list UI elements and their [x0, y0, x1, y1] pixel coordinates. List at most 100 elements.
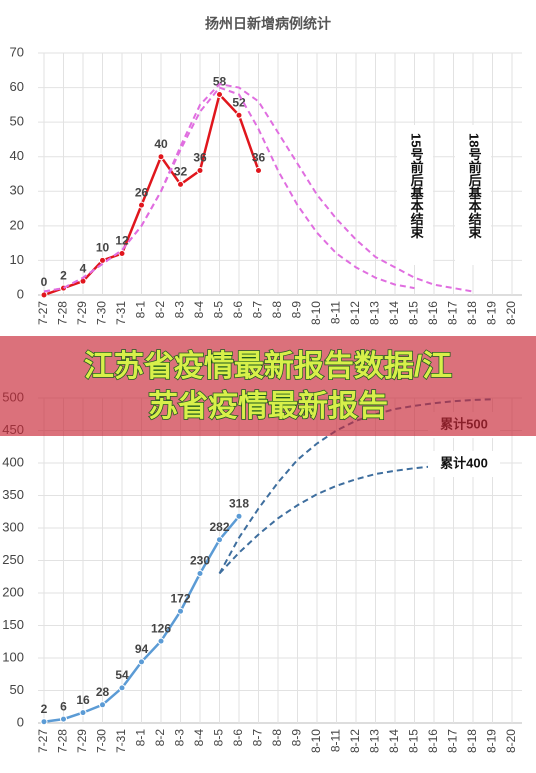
data-point [157, 637, 165, 645]
annotation: 18号前后基本结束 [467, 133, 483, 240]
data-label: 52 [232, 95, 246, 109]
data-point [196, 167, 204, 175]
projection-line [218, 465, 435, 575]
data-point [99, 256, 106, 264]
annotation: 累计400 [440, 455, 488, 470]
x-tick-label: 7-27 [36, 301, 50, 325]
x-tick-label: 8-14 [387, 301, 401, 325]
x-tick-label: 8-2 [153, 301, 167, 319]
chart-title: 扬州日新增病例统计 [205, 16, 331, 32]
data-point [157, 153, 165, 161]
data-label: 172 [170, 591, 190, 605]
data-label: 28 [96, 685, 110, 699]
data-point [138, 658, 145, 666]
x-tick-label: 8-10 [309, 301, 323, 325]
data-label: 2 [60, 268, 67, 282]
x-tick-label: 8-10 [309, 729, 323, 753]
y-tick-label: 200 [2, 584, 24, 599]
x-tick-label: 8-1 [134, 729, 148, 747]
y-tick-label: 50 [10, 114, 24, 129]
x-tick-label: 8-19 [485, 729, 499, 753]
projection-line [43, 83, 474, 293]
x-tick-label: 8-20 [504, 729, 518, 753]
x-tick-label: 8-9 [290, 301, 304, 319]
data-label: 230 [190, 554, 210, 568]
data-label: 318 [229, 496, 249, 510]
y-tick-label: 20 [10, 217, 24, 232]
x-tick-label: 8-18 [465, 729, 479, 753]
data-label: 94 [135, 642, 149, 656]
x-tick-label: 8-16 [426, 301, 440, 325]
data-point [99, 701, 106, 709]
data-label: 12 [115, 234, 129, 248]
x-tick-label: 8-11 [329, 301, 343, 324]
annotation-box [428, 451, 500, 477]
x-tick-label: 7-27 [36, 729, 50, 753]
x-tick-label: 8-1 [134, 301, 148, 319]
x-tick-label: 8-17 [446, 301, 460, 325]
x-tick-label: 8-7 [251, 301, 265, 319]
y-tick-label: 10 [10, 252, 24, 267]
x-tick-label: 8-20 [504, 301, 518, 325]
x-tick-label: 8-7 [251, 729, 265, 747]
data-label: 36 [193, 151, 207, 165]
x-tick-label: 8-6 [231, 301, 245, 319]
y-tick-label: 300 [2, 519, 24, 534]
x-tick-label: 8-6 [231, 729, 245, 747]
y-tick-label: 30 [10, 183, 24, 198]
x-tick-label: 7-28 [56, 301, 70, 325]
data-point [196, 570, 204, 577]
x-tick-label: 8-15 [407, 301, 421, 325]
x-tick-label: 8-3 [173, 729, 187, 747]
x-tick-label: 7-29 [75, 729, 89, 753]
data-label: 0 [41, 275, 48, 289]
y-tick-label: 40 [10, 148, 24, 163]
data-point [235, 512, 243, 520]
y-tick-label: 0 [17, 286, 24, 301]
annotation-box [397, 125, 433, 265]
x-tick-label: 8-16 [426, 729, 440, 753]
data-point [235, 111, 243, 119]
x-tick-label: 7-30 [95, 729, 109, 753]
x-tick-label: 8-18 [465, 301, 479, 325]
x-tick-label: 8-13 [368, 729, 382, 753]
y-tick-label: 350 [2, 487, 24, 502]
data-label: 4 [80, 261, 87, 275]
data-label: 32 [174, 165, 188, 179]
data-point [216, 536, 223, 544]
data-point [255, 167, 262, 175]
data-point [40, 718, 48, 726]
x-tick-label: 8-17 [446, 729, 460, 753]
x-tick-label: 7-30 [95, 301, 109, 325]
data-label: 58 [213, 75, 227, 89]
y-tick-label: 250 [2, 552, 24, 567]
y-tick-label: 400 [2, 454, 24, 469]
annotation-box [455, 125, 491, 265]
x-tick-label: 8-9 [290, 729, 304, 747]
data-point [79, 277, 87, 285]
x-tick-label: 8-13 [368, 301, 382, 325]
annotation: 15号前后基本结束 [409, 133, 425, 240]
y-tick-label: 60 [10, 79, 24, 94]
y-tick-label: 150 [2, 617, 24, 632]
x-tick-label: 8-4 [192, 301, 206, 319]
x-tick-label: 8-14 [387, 729, 401, 753]
banner-text: 苏省疫情最新报告 [148, 389, 388, 423]
x-tick-label: 8-2 [153, 729, 167, 747]
data-label: 126 [151, 621, 171, 635]
banner-text: 江苏省疫情最新报告数据/江 [84, 349, 452, 383]
data-point [177, 180, 184, 188]
x-tick-label: 7-31 [114, 301, 128, 325]
data-label: 282 [209, 520, 229, 534]
x-tick-label: 8-3 [173, 301, 187, 319]
data-point [118, 684, 126, 692]
data-label: 10 [96, 241, 110, 255]
y-tick-label: 50 [10, 682, 24, 697]
data-label: 36 [252, 151, 266, 165]
data-point [40, 291, 48, 299]
banner [0, 336, 536, 436]
x-tick-label: 8-12 [348, 729, 362, 753]
data-point [177, 607, 184, 615]
y-tick-label: 0 [17, 714, 24, 729]
x-tick-label: 8-8 [270, 729, 284, 747]
